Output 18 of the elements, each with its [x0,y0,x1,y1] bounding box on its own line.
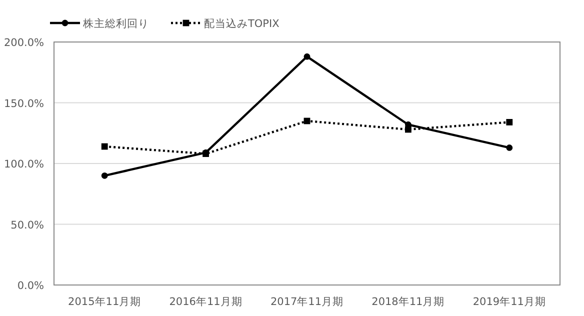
x-tick-label: 2015年11月期 [68,296,142,308]
x-tick-label: 2019年11月期 [472,296,546,308]
y-tick-label: 0.0% [17,280,44,292]
point [101,143,108,150]
point [304,53,310,60]
legend-label: 株主総利回り [82,17,149,30]
x-tick-label: 2017年11月期 [270,296,344,308]
y-tick-label: 50.0% [10,219,44,232]
point [506,144,513,151]
y-tick-label: 200.0% [4,37,44,49]
point [405,126,412,133]
x-tick-label: 2018年11月期 [372,296,445,308]
point [506,118,513,126]
y-tick-label: 150.0% [4,98,44,110]
y-tick-label: 100.0% [4,158,44,170]
x-tick-label: 2016年11月期 [169,296,242,308]
point [101,172,108,179]
legend-label: 配当込みTOPIX [204,17,280,30]
